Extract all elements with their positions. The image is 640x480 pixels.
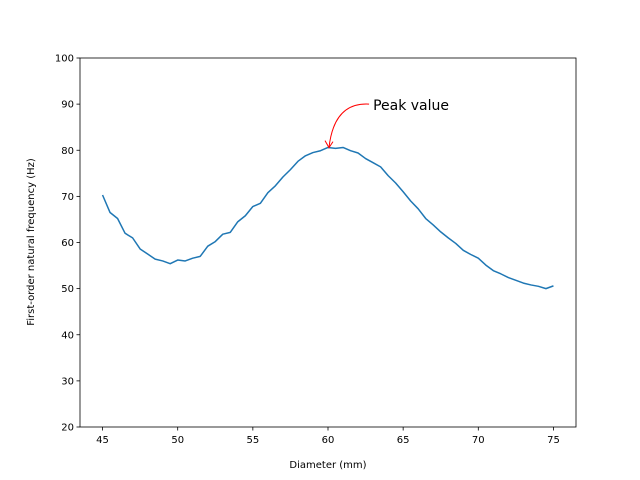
y-tick-label: 50 [61, 284, 74, 295]
y-tick-label: 60 [61, 238, 74, 249]
plot-frame [79, 57, 577, 428]
y-tick-label: 40 [61, 330, 74, 341]
series-line [101, 146, 554, 290]
annotation: Peak value [324, 98, 449, 149]
annotation-arrowhead [324, 140, 334, 149]
y-tick-label: 20 [61, 423, 74, 434]
x-tick-label: 60 [322, 435, 335, 446]
x-tick-label: 45 [96, 435, 109, 446]
y-axis-ticks: 20 30 40 50 60 70 80 90 100 [55, 54, 80, 434]
y-tick-label: 30 [61, 376, 74, 387]
y-tick-label: 90 [61, 100, 74, 111]
x-axis-ticks: 45 50 55 60 65 70 75 [96, 427, 560, 446]
plot-area [101, 146, 554, 290]
x-tick-label: 75 [547, 435, 560, 446]
annotation-text: Peak value [373, 98, 449, 114]
y-tick-label: 70 [61, 192, 74, 203]
y-tick-label: 80 [61, 146, 74, 157]
y-axis-label: First-order natural frequency (Hz) [26, 158, 37, 326]
annotation-arrow [328, 103, 370, 148]
x-tick-label: 70 [472, 435, 485, 446]
x-tick-label: 65 [397, 435, 410, 446]
x-tick-label: 55 [246, 435, 259, 446]
x-tick-label: 50 [171, 435, 184, 446]
y-tick-label: 100 [55, 54, 74, 65]
x-axis-label: Diameter (mm) [289, 460, 366, 471]
